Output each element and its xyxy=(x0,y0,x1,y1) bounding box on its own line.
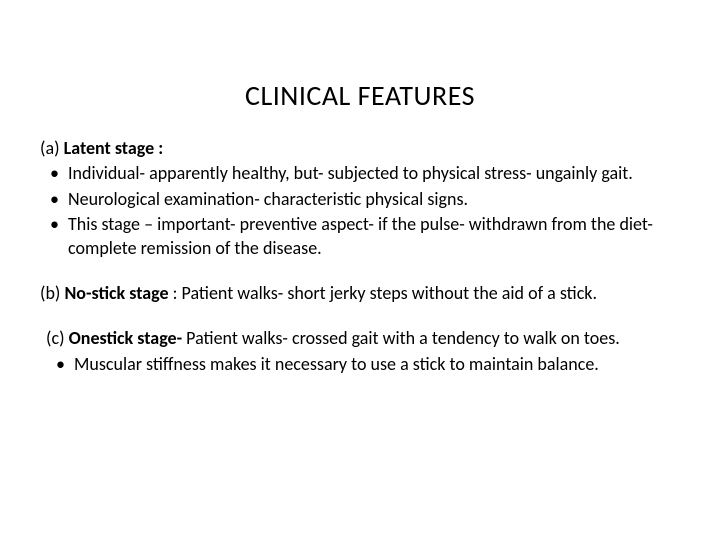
section-c-prefix: (c) xyxy=(46,327,69,349)
slide-container: CLINICAL FEATURES (a) Latent stage : Ind… xyxy=(0,0,720,540)
section-b-prefix: (b) xyxy=(40,282,64,304)
spacer xyxy=(40,262,680,282)
slide-title: CLINICAL FEATURES xyxy=(40,0,680,137)
slide-content: (a) Latent stage : Individual- apparentl… xyxy=(40,137,680,376)
list-item: Individual- apparently healthy, but- sub… xyxy=(68,162,680,185)
section-a-heading: Latent stage : xyxy=(64,137,164,159)
list-item: Muscular stiffness makes it necessary to… xyxy=(74,353,680,376)
section-a-header: (a) Latent stage : xyxy=(40,137,680,160)
section-b: (b) No-stick stage : Patient walks- shor… xyxy=(40,282,680,305)
section-c-heading: Onestick stage- xyxy=(69,327,183,349)
section-a-bullets: Individual- apparently healthy, but- sub… xyxy=(40,162,680,260)
spacer xyxy=(40,307,680,327)
section-c-bullets: Muscular stiffness makes it necessary to… xyxy=(46,353,680,376)
section-b-heading: No-stick stage xyxy=(64,282,168,304)
list-item: This stage – important- preventive aspec… xyxy=(68,213,680,260)
section-a-prefix: (a) xyxy=(40,137,64,159)
section-c-header: (c) Onestick stage- Patient walks- cross… xyxy=(46,327,680,350)
section-b-text: : Patient walks- short jerky steps witho… xyxy=(169,282,597,304)
section-c: (c) Onestick stage- Patient walks- cross… xyxy=(40,327,680,376)
section-c-text: Patient walks- crossed gait with a tende… xyxy=(182,327,620,349)
list-item: Neurological examination- characteristic… xyxy=(68,188,680,211)
